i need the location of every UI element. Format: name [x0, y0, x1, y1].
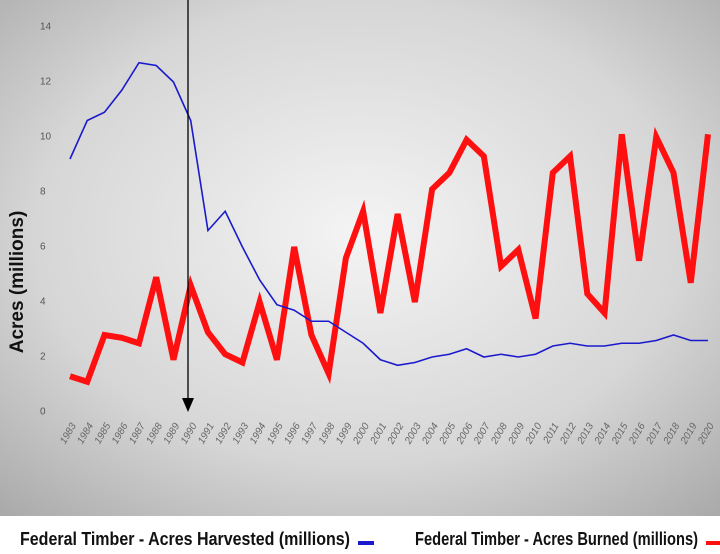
y-tick-label: 2: [40, 352, 46, 363]
y-tick-label: 4: [40, 297, 46, 308]
series-line: [69, 126, 711, 386]
y-tick-label: 14: [40, 22, 52, 33]
legend-label: Federal Timber - Acres Burned (millions): [415, 529, 698, 549]
y-tick-label: 0: [40, 407, 46, 418]
y-tick-label: 6: [40, 242, 46, 253]
y-axis-label: Acres (millions): [7, 211, 28, 354]
y-tick-label: 12: [40, 77, 52, 88]
legend-label: Federal Timber - Acres Harvested (millio…: [20, 529, 350, 549]
plot-background: [0, 0, 720, 516]
y-tick-label: 8: [40, 187, 46, 198]
series-line: [69, 61, 708, 367]
arrow-head: [182, 398, 194, 412]
y-tick-label: 10: [40, 132, 52, 143]
